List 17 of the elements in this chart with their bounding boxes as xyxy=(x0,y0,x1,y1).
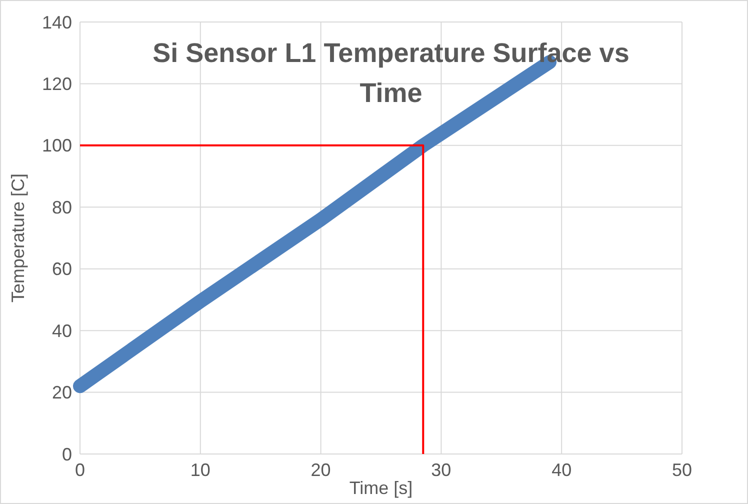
x-axis-title: Time [s] xyxy=(349,478,413,498)
x-tick-label: 10 xyxy=(190,460,210,480)
y-tick-label: 120 xyxy=(42,74,72,94)
y-tick-label: 100 xyxy=(42,136,72,156)
y-tick-label: 60 xyxy=(52,259,72,280)
x-tick-label: 0 xyxy=(74,460,86,480)
y-tick-label: 0 xyxy=(62,444,72,464)
y-tick-label: 40 xyxy=(52,320,72,341)
y-axis-title: Temperature [C] xyxy=(8,173,28,303)
y-tick-label: 20 xyxy=(52,382,72,403)
y-tick-label: 140 xyxy=(42,12,72,32)
text: Si Sensor L1 Temperature Surface vs Time xyxy=(152,38,630,108)
y-tick-label: 80 xyxy=(52,197,72,218)
x-tick-label: 40 xyxy=(552,460,572,480)
x-tick-label: 30 xyxy=(431,460,452,480)
x-tick-label: 50 xyxy=(672,460,692,480)
x-tick-label: 20 xyxy=(310,460,331,480)
